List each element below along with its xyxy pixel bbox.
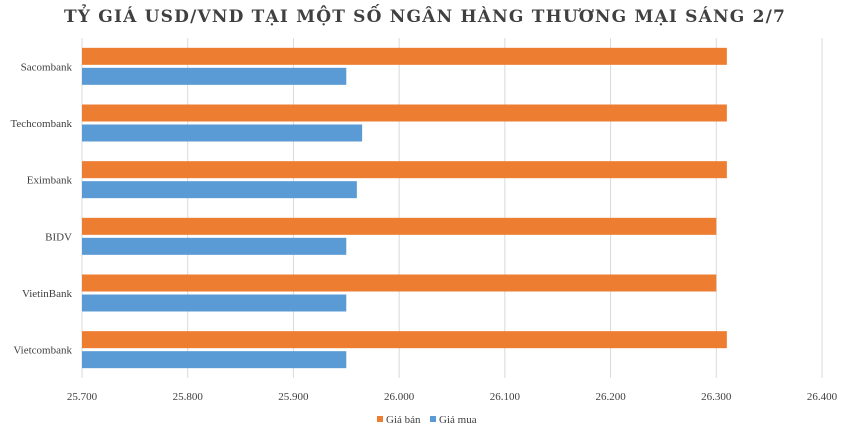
legend-label-sell: Giá bán [386, 414, 421, 426]
y-category-label: Eximbank [27, 175, 73, 187]
x-tick-label: 25.800 [173, 391, 204, 403]
x-tick-label: 25.700 [67, 391, 98, 403]
y-category-label: Vietcombank [13, 345, 72, 357]
bar-sell-bidv [82, 217, 717, 235]
bar-buy-sacombank [82, 67, 347, 85]
bar-sell-techcombank [82, 104, 727, 122]
legend-swatch-buy [430, 416, 436, 422]
x-tick-label: 26.200 [595, 391, 626, 403]
chart-title: TỶ GIÁ USD/VND TẠI MỘT SỐ NGÂN HÀNG THƯƠ… [64, 3, 786, 27]
x-tick-label: 26.400 [807, 391, 838, 403]
x-tick-label: 25.900 [278, 391, 309, 403]
x-tick-label: 26.000 [384, 391, 415, 403]
bar-sell-vietinbank [82, 274, 717, 292]
bar-sell-eximbank [82, 161, 727, 179]
legend-swatch-sell [377, 416, 383, 422]
legend: Giá bán Giá mua [377, 414, 477, 426]
category-axis-labels: Sacombank Techcombank Eximbank BIDV VietinBa… [10, 61, 72, 356]
y-category-label: Techcombank [10, 118, 72, 130]
value-axis-labels: 25.700 25.800 25.900 26.000 26.100 26.200 26.3… [67, 391, 838, 403]
bar-sell-vietcombank [82, 331, 727, 349]
bar-buy-vietcombank [82, 351, 347, 369]
bar-buy-eximbank [82, 181, 357, 199]
legend-label-buy: Giá mua [439, 414, 477, 426]
y-category-label: VietinBank [22, 288, 73, 300]
bar-sell-sacombank [82, 47, 727, 65]
bar-buy-vietinbank [82, 294, 347, 312]
y-category-label: BIDV [45, 231, 72, 243]
x-tick-label: 26.100 [490, 391, 521, 403]
bar-buy-techcombank [82, 124, 363, 142]
gridlines [81, 38, 823, 378]
x-tick-label: 26.300 [701, 391, 732, 403]
bar-buy-bidv [82, 237, 347, 255]
bars [82, 47, 727, 369]
y-category-label: Sacombank [21, 61, 73, 73]
